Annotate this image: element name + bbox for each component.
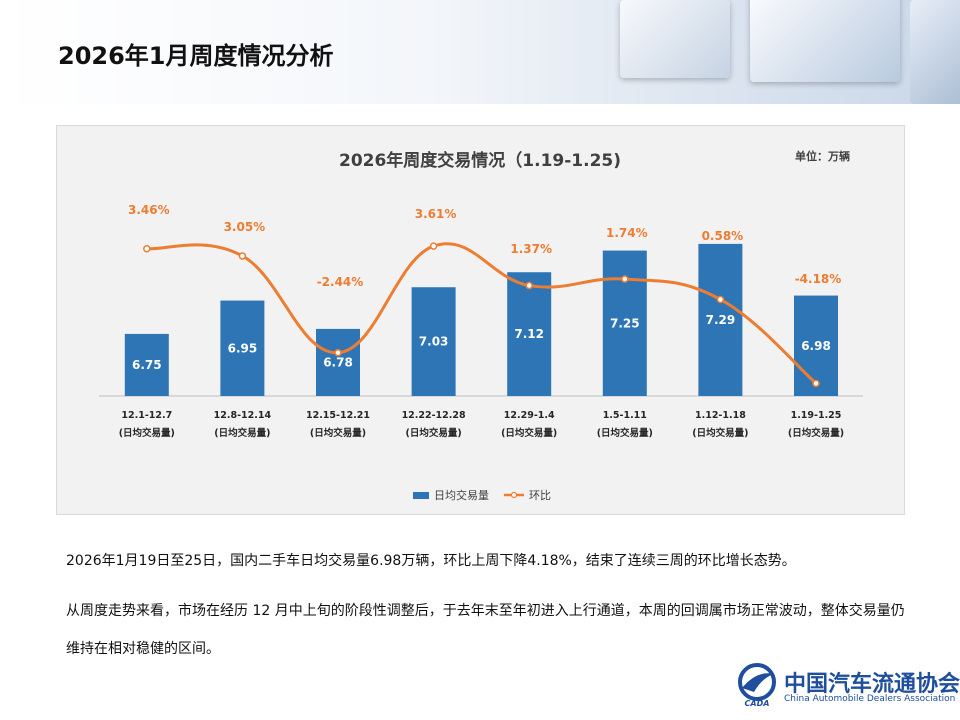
header-banner: 2026年1月周度情况分析 [0,0,960,104]
x-tick-label: 12.8-12.14 [214,410,272,421]
x-tick-sublabel: (日均交易量) [310,427,366,439]
decor-cube [620,0,730,78]
x-tick-sublabel: (日均交易量) [692,427,748,439]
legend-line-marker [510,491,518,499]
bar-value-label: 6.78 [323,355,353,369]
x-tick-label: 1.19-1.25 [791,410,842,421]
mom-data-label: 3.61% [415,207,457,221]
analysis-paragraph-1: 2026年1月19日至25日，国内二手车日均交易量6.98万辆，环比上周下降4.… [66,553,796,569]
mom-point [143,244,151,253]
mom-data-label: 3.05% [224,220,266,234]
legend-line-label: 环比 [529,489,551,502]
bar [507,272,552,396]
legend-bar-swatch [413,492,429,499]
bar [220,300,265,396]
bar-value-label: 7.25 [610,316,640,330]
legend-bar-label: 日均交易量 [434,488,489,502]
mom-data-label: 3.46% [128,203,170,217]
x-tick-label: 1.5-1.11 [603,410,647,421]
mom-data-label: 1.37% [510,242,552,256]
x-tick-label: 12.22-12.28 [402,410,466,421]
bar [316,328,360,396]
logo-english-name: China Automobile Dealers Association [784,694,956,704]
mom-data-label: 1.74% [606,226,648,240]
bar [698,243,743,396]
mom-data-label: -4.18% [795,272,842,286]
chart-unit-label: 单位：万辆 [795,149,850,163]
bar [794,295,838,396]
bar [124,333,169,396]
x-tick-label: 12.29-1.4 [504,410,555,421]
x-tick-sublabel: (日均交易量) [501,427,557,439]
chart-panel: 2026年周度交易情况（1.19-1.25) 单位：万辆 6.75 6.95 6.7… [56,125,905,515]
x-tick-label: 1.12-1.18 [695,410,746,421]
mom-point [812,379,820,388]
decor-cube [750,0,900,82]
cada-logo: CADA 中国汽车流通协会 China Automobile Dealers A… [734,660,960,712]
mom-point [429,242,438,250]
header-decoration [580,0,960,104]
analysis-paragraph-2: 从周度走势来看，市场在经历 12 月中上旬的阶段性调整后，于去年末至年初进入上行… [66,603,905,657]
x-tick-sublabel: (日均交易量) [406,427,462,439]
x-tick-label: 12.15-12.21 [306,410,370,421]
cada-mark-text: CADA [745,699,770,708]
cada-logo-icon: CADA [738,663,776,708]
bar-value-label: 7.12 [514,327,544,341]
bar [602,250,647,396]
mom-point [716,295,725,304]
weekly-volume-chart: 2026年周度交易情况（1.19-1.25) 单位：万辆 6.75 6.95 6.7… [99,149,863,502]
decor-cube [910,0,960,104]
x-tick-sublabel: (日均交易量) [214,427,270,439]
x-tick-sublabel: (日均交易量) [597,427,653,439]
logo-chinese-name: 中国汽车流通协会 [784,671,960,697]
mom-data-label: 0.58% [702,229,744,243]
bar [411,287,456,396]
x-tick-sublabel: (日均交易量) [788,427,844,439]
mom-point [525,281,533,290]
mom-point [334,348,342,357]
mom-data-label: -2.44% [317,275,364,289]
mom-series-line [146,242,817,385]
mom-point [621,275,629,283]
mom-point [238,252,247,260]
bar-value-label: 6.75 [132,358,162,372]
bar-value-label: 7.29 [706,313,736,327]
chart-title: 2026年周度交易情况（1.19-1.25) [339,150,621,171]
bar-value-label: 6.98 [801,339,831,353]
bar-value-label: 6.95 [228,341,258,355]
page-title: 2026年1月周度情况分析 [58,42,334,70]
x-tick-label: 12.1-12.7 [121,410,172,421]
x-tick-sublabel: (日均交易量) [119,427,175,439]
bar-value-label: 7.03 [419,335,449,349]
